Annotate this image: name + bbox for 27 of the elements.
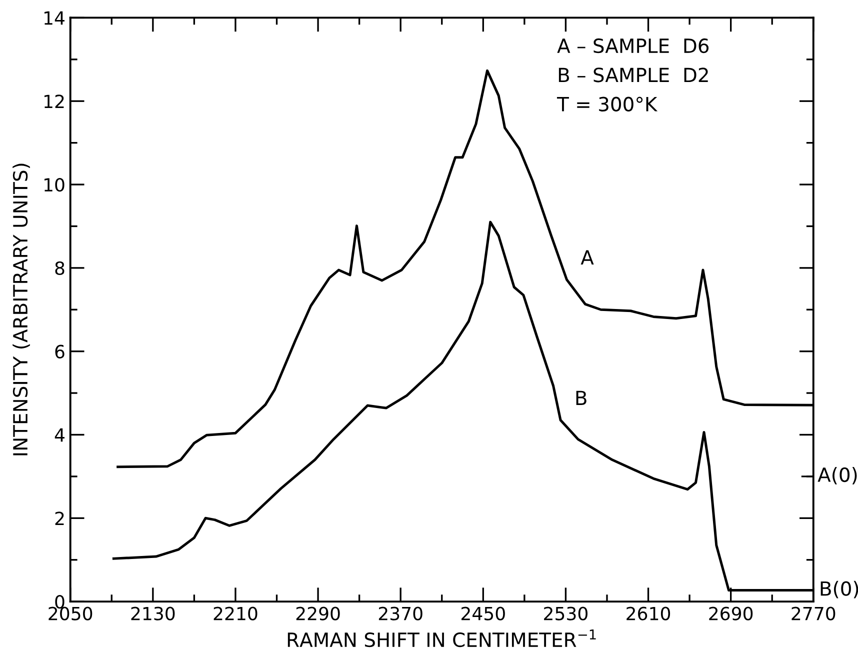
series-label: B: [576, 390, 586, 405]
annotation: B(0): [820, 580, 858, 598]
annotation: T = 300°K: [556, 96, 658, 112]
x-tick-label: 2210: [214, 606, 258, 620]
y-tick-label: 2: [55, 512, 64, 526]
y-tick-label: 0: [55, 595, 64, 609]
y-tick-label: 14: [44, 11, 64, 25]
x-tick-label: 2450: [461, 606, 505, 620]
y-tick-label: 4: [54, 428, 64, 442]
x-tick-label: 2290: [296, 606, 340, 620]
y-tick-label: 10: [44, 178, 64, 192]
y-axis-title: INTENSITY (ARBITRARY UNITS): [12, 164, 30, 456]
x-tick-label: 2050: [48, 606, 92, 620]
x-tick-label: 2370: [378, 606, 422, 620]
y-tick-label: 12: [44, 94, 64, 108]
x-axis-title: RAMAN SHIFT IN CENTIMETER$^{−1}$: [288, 629, 596, 648]
y-tick-label: 8: [55, 261, 64, 276]
x-tick-label: 2130: [131, 606, 175, 620]
y-tick-label: 6: [55, 344, 64, 358]
annotation: A – SAMPLE D6: [557, 38, 709, 54]
ref-line-label: A(0): [818, 467, 857, 484]
series-label: A: [580, 250, 594, 264]
x-tick-label: 2770: [792, 606, 836, 620]
x-tick-label: 2530: [544, 606, 588, 620]
x-tick-label: 2610: [626, 606, 670, 620]
annotation: B – SAMPLE D2: [558, 68, 708, 82]
x-tick-label: 2690: [709, 606, 753, 620]
